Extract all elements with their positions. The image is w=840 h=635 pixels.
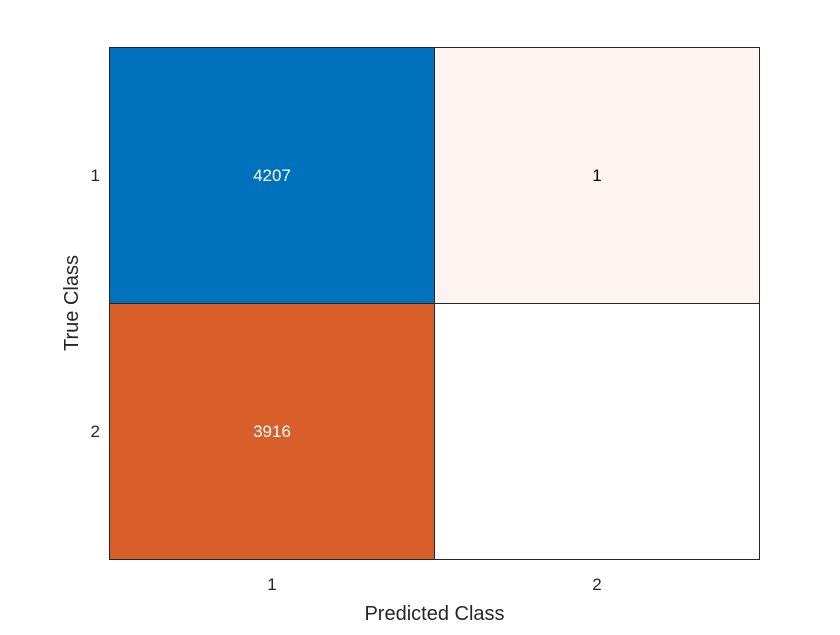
y-axis-label: True Class (61, 255, 83, 351)
cells-layer (109, 47, 760, 560)
y-tick-labels: 12 (91, 166, 100, 441)
matrix-cell-r1-c2 (434, 47, 760, 304)
cell-value-label: 3916 (253, 422, 291, 441)
cell-labels-layer: 4207 1 3916 (253, 166, 602, 441)
y-tick-label: 2 (91, 422, 100, 441)
matrix-cell-r2-c1 (109, 303, 435, 560)
matrix-cell-r2-c2 (434, 303, 760, 560)
x-axis-label: Predicted Class (364, 603, 504, 625)
y-tick-label: 1 (91, 166, 100, 185)
x-tick-label: 1 (267, 575, 276, 594)
cell-value-label: 4207 (253, 166, 291, 185)
x-tick-label: 2 (592, 575, 601, 594)
matrix-cell-r1-c1 (109, 47, 435, 304)
cell-value-label: 1 (592, 166, 601, 185)
plot-frame (109, 47, 760, 560)
